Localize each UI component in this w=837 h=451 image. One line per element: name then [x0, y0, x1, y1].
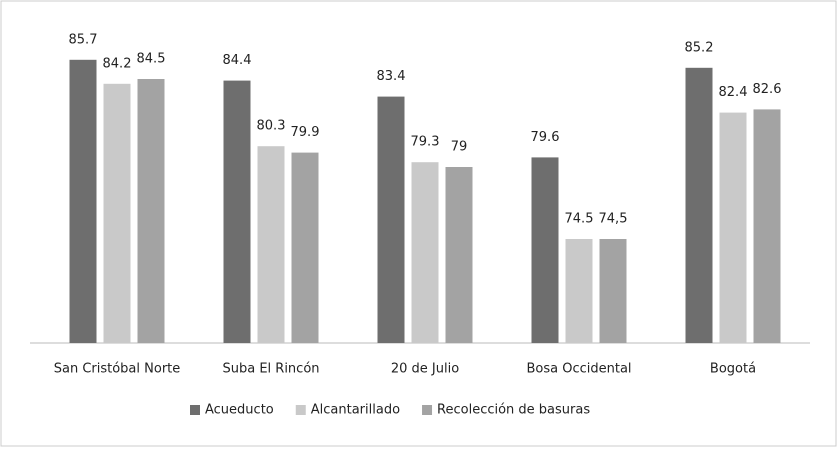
bar [291, 152, 319, 343]
legend-swatch [422, 405, 433, 415]
data-label: 79.9 [291, 125, 320, 140]
legend-swatch [190, 405, 200, 415]
bar [531, 157, 559, 343]
bar [599, 239, 627, 343]
data-label: 82.6 [753, 82, 782, 97]
data-label: 79.6 [531, 130, 560, 145]
legend-swatch [295, 405, 306, 415]
bar [223, 80, 251, 343]
bar [411, 162, 439, 343]
bar [719, 112, 747, 343]
x-tick-label: Bosa Occidental [526, 362, 631, 377]
bar [377, 96, 405, 343]
data-label: 74,5 [599, 212, 628, 227]
data-label: 83.4 [377, 69, 406, 84]
data-label: 84.4 [223, 53, 252, 68]
data-label: 85.2 [685, 40, 714, 55]
data-label: 84.5 [137, 52, 166, 67]
x-tick-label: Suba El Rincón [222, 362, 319, 377]
x-tick-label: 20 de Julio [391, 362, 459, 377]
x-tick-label: San Cristóbal Norte [54, 362, 181, 377]
bar [565, 239, 593, 343]
legend-label: Recolección de basuras [437, 403, 590, 418]
bar [257, 146, 285, 343]
bar [137, 79, 165, 343]
data-label: 74.5 [565, 212, 594, 227]
bar [685, 67, 713, 344]
data-label: 79.3 [411, 135, 440, 150]
data-label: 80.3 [257, 119, 286, 134]
bar [753, 109, 781, 344]
bar [69, 59, 97, 344]
data-label: 84.2 [103, 56, 132, 71]
bar [103, 83, 131, 344]
data-label: 82.4 [719, 85, 748, 100]
legend-label: Alcantarillado [311, 403, 400, 418]
data-label: 85.7 [69, 32, 98, 47]
data-label: 79 [451, 140, 468, 155]
x-tick-label: Bogotá [710, 362, 756, 377]
legend-label: Acueducto [205, 403, 274, 418]
bar [445, 167, 473, 343]
